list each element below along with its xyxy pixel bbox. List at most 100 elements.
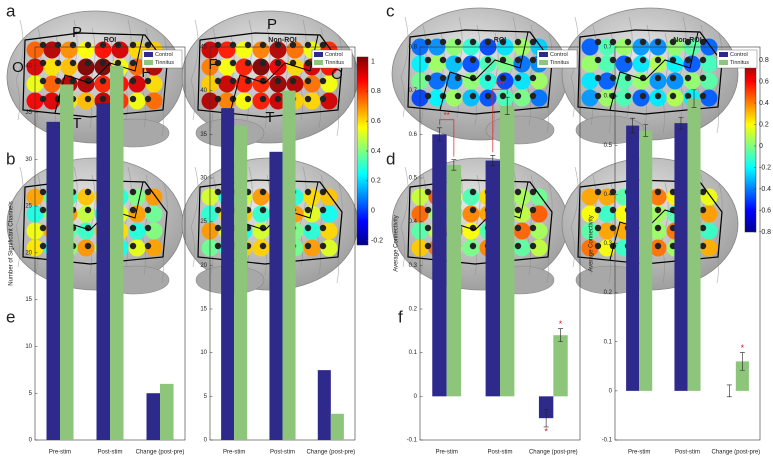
optode xyxy=(669,74,677,82)
error-bar xyxy=(678,116,684,130)
optode xyxy=(529,74,537,82)
bar xyxy=(446,164,462,397)
activation xyxy=(513,72,531,90)
optode xyxy=(304,224,312,232)
bar xyxy=(96,103,110,441)
optode xyxy=(639,38,647,46)
legend-swatch xyxy=(719,60,728,65)
legend-swatch xyxy=(314,60,323,65)
bar xyxy=(687,98,701,391)
y-tick-label: 30 xyxy=(200,176,207,182)
optode xyxy=(144,188,152,196)
optode xyxy=(514,38,522,46)
roi-divider xyxy=(229,34,319,114)
error-bar xyxy=(726,384,732,398)
y-tick-label: 0.5 xyxy=(604,143,613,149)
optode xyxy=(244,59,252,67)
roi-outline xyxy=(197,179,343,265)
brain xyxy=(6,10,184,148)
colorbar-tick-label: -0.4 xyxy=(759,186,771,193)
sulcus xyxy=(570,166,579,268)
optode xyxy=(69,77,77,85)
optode xyxy=(499,74,507,82)
legend-label: Tinnitus xyxy=(325,60,344,66)
lobe-label: T xyxy=(72,115,81,132)
y-tick-label: 0 xyxy=(414,394,418,400)
colorbar-tick-label: 0 xyxy=(759,143,763,150)
legend-label: Tinnitus xyxy=(730,60,749,66)
optode xyxy=(304,95,312,103)
bar xyxy=(160,383,174,440)
x-tick-label: Change (post-pre) xyxy=(306,450,355,456)
optode xyxy=(514,188,522,196)
optode xyxy=(669,92,677,100)
y-axis-label: Average Connectivity xyxy=(394,215,400,272)
significance-bracket xyxy=(492,88,508,153)
error-bar xyxy=(691,89,697,108)
optode xyxy=(114,41,122,49)
optode xyxy=(214,59,222,67)
colorbar-tick-label: 0.4 xyxy=(759,100,769,107)
optode xyxy=(39,59,47,67)
x-tick-label: Post-stim xyxy=(270,450,295,456)
optode xyxy=(129,95,137,103)
optode xyxy=(699,38,707,46)
x-tick-label: Pre-stim xyxy=(223,450,245,456)
optode xyxy=(99,95,107,103)
panel-label: c xyxy=(386,1,395,20)
x-tick-label: Change (post-pre) xyxy=(136,450,185,456)
activation xyxy=(303,222,321,240)
optode xyxy=(469,242,477,250)
significance-label: ** xyxy=(444,111,450,120)
x-tick-label: Post-stim xyxy=(487,450,512,456)
optode xyxy=(214,242,222,250)
optode xyxy=(69,59,77,67)
error-bar xyxy=(490,154,496,167)
optode xyxy=(84,59,92,67)
optode xyxy=(529,38,537,46)
optode xyxy=(39,95,47,103)
y-tick-label: 10 xyxy=(200,350,207,356)
optode xyxy=(454,92,462,100)
legend-swatch xyxy=(719,52,728,57)
colorbar-tick-label: -0.8 xyxy=(759,229,771,236)
error-bar xyxy=(436,127,442,142)
activation xyxy=(683,72,701,90)
bar xyxy=(234,125,248,440)
error-bar xyxy=(643,124,649,137)
optode xyxy=(244,77,252,85)
y-tick-label: 20 xyxy=(200,263,207,269)
y-tick-label: 0.1 xyxy=(604,339,613,345)
colorbar-tick-label: 0.2 xyxy=(759,121,769,128)
y-tick-label: -0.1 xyxy=(407,438,418,444)
optode xyxy=(274,59,282,67)
bar xyxy=(330,413,344,440)
optode xyxy=(609,38,617,46)
significance-mark: * xyxy=(544,426,548,436)
lobe-label: P xyxy=(72,24,82,41)
y-tick-label: 45 xyxy=(200,45,207,51)
optode xyxy=(499,38,507,46)
bar xyxy=(485,160,500,397)
significance-mark: * xyxy=(741,343,745,353)
optode xyxy=(144,242,152,250)
optode xyxy=(529,56,537,64)
optode xyxy=(624,56,632,64)
bar xyxy=(735,361,749,391)
optode xyxy=(84,41,92,49)
bar xyxy=(674,123,688,391)
bar xyxy=(553,335,568,397)
legend-label: Control xyxy=(325,52,343,58)
optode xyxy=(654,224,662,232)
optode xyxy=(654,56,662,64)
optode xyxy=(274,95,282,103)
activation xyxy=(462,222,480,240)
y-tick-label: 0.6 xyxy=(409,132,418,138)
optode xyxy=(594,38,602,46)
optode xyxy=(54,59,62,67)
optode xyxy=(684,92,692,100)
y-tick-label: 0 xyxy=(204,438,208,444)
activation xyxy=(77,222,95,240)
activation xyxy=(77,75,95,93)
y-tick-label: 0.3 xyxy=(604,241,613,247)
